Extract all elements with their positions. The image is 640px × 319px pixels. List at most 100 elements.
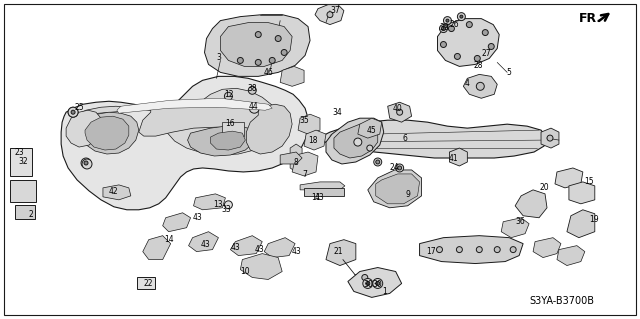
Circle shape <box>363 278 372 288</box>
Text: 44: 44 <box>248 102 258 111</box>
Bar <box>304 188 344 196</box>
Text: 20: 20 <box>540 183 549 192</box>
Text: 38: 38 <box>248 84 257 93</box>
Polygon shape <box>449 148 467 166</box>
Text: 19: 19 <box>589 215 598 224</box>
Text: 37: 37 <box>330 6 340 15</box>
Text: 3: 3 <box>216 53 221 62</box>
Circle shape <box>397 166 402 170</box>
Circle shape <box>446 19 449 22</box>
Text: 2: 2 <box>29 210 34 219</box>
Bar <box>137 278 155 289</box>
Polygon shape <box>290 144 302 172</box>
Circle shape <box>374 158 381 166</box>
Polygon shape <box>388 102 412 122</box>
Text: 24: 24 <box>390 163 399 173</box>
Polygon shape <box>79 112 139 154</box>
Text: 12: 12 <box>225 90 234 99</box>
Text: 8: 8 <box>294 159 298 167</box>
Polygon shape <box>420 236 523 263</box>
Circle shape <box>269 57 275 63</box>
Text: 35: 35 <box>299 116 309 125</box>
Text: 34: 34 <box>332 108 342 117</box>
Polygon shape <box>220 23 292 66</box>
Polygon shape <box>264 238 295 257</box>
Text: 46: 46 <box>263 68 273 77</box>
Polygon shape <box>246 104 292 154</box>
Polygon shape <box>205 15 310 76</box>
Text: 25: 25 <box>74 103 84 112</box>
Polygon shape <box>569 182 595 204</box>
Circle shape <box>436 247 442 253</box>
Text: 1: 1 <box>382 287 387 296</box>
Polygon shape <box>163 213 191 232</box>
Bar <box>10 148 32 176</box>
Circle shape <box>71 110 75 114</box>
Polygon shape <box>376 174 420 204</box>
Circle shape <box>376 281 380 286</box>
Circle shape <box>494 247 500 253</box>
Polygon shape <box>76 88 278 155</box>
Polygon shape <box>541 128 559 148</box>
Circle shape <box>458 13 465 21</box>
Polygon shape <box>193 194 225 210</box>
Text: 30: 30 <box>363 280 372 289</box>
Text: 4: 4 <box>465 79 470 88</box>
Polygon shape <box>280 66 304 86</box>
Text: 14: 14 <box>164 235 173 244</box>
Circle shape <box>449 26 454 32</box>
Polygon shape <box>315 5 344 25</box>
Circle shape <box>510 247 516 253</box>
Polygon shape <box>300 182 345 190</box>
Polygon shape <box>298 114 320 134</box>
Circle shape <box>366 281 370 286</box>
Text: 5: 5 <box>507 68 511 77</box>
Text: 43: 43 <box>230 243 240 252</box>
Circle shape <box>255 32 261 38</box>
Circle shape <box>68 107 78 117</box>
Text: 42: 42 <box>109 187 118 197</box>
Text: 10: 10 <box>241 267 250 276</box>
Polygon shape <box>85 116 129 150</box>
Polygon shape <box>66 110 101 147</box>
Text: 18: 18 <box>308 136 318 145</box>
Circle shape <box>225 92 232 100</box>
Circle shape <box>248 86 256 94</box>
Circle shape <box>255 59 261 65</box>
Circle shape <box>362 274 368 280</box>
Text: 43: 43 <box>200 240 211 249</box>
Text: 15: 15 <box>584 177 594 186</box>
Text: 16: 16 <box>225 119 236 128</box>
Text: 45: 45 <box>367 126 377 135</box>
Circle shape <box>354 138 362 146</box>
Text: 43: 43 <box>314 193 324 202</box>
Polygon shape <box>557 246 585 265</box>
Circle shape <box>488 43 494 49</box>
Polygon shape <box>143 236 171 260</box>
Polygon shape <box>241 254 282 279</box>
Polygon shape <box>567 210 595 238</box>
Text: 43: 43 <box>254 245 264 254</box>
Circle shape <box>225 201 232 209</box>
Circle shape <box>68 107 78 117</box>
Circle shape <box>454 54 460 59</box>
Polygon shape <box>334 124 378 158</box>
Text: 39: 39 <box>440 23 449 32</box>
Circle shape <box>82 159 92 169</box>
Circle shape <box>440 41 447 48</box>
Circle shape <box>275 35 281 41</box>
Polygon shape <box>533 238 561 257</box>
Polygon shape <box>61 76 308 210</box>
Text: S3YA-B3700B: S3YA-B3700B <box>529 296 594 306</box>
Polygon shape <box>348 268 402 297</box>
Text: 32: 32 <box>19 158 28 167</box>
Text: 27: 27 <box>481 49 491 58</box>
Text: 17: 17 <box>427 247 436 256</box>
Circle shape <box>237 57 243 63</box>
Text: 40: 40 <box>393 104 403 113</box>
Text: 23: 23 <box>15 147 24 157</box>
Circle shape <box>327 12 333 18</box>
Polygon shape <box>368 170 422 208</box>
Polygon shape <box>438 19 499 66</box>
Circle shape <box>474 56 480 62</box>
